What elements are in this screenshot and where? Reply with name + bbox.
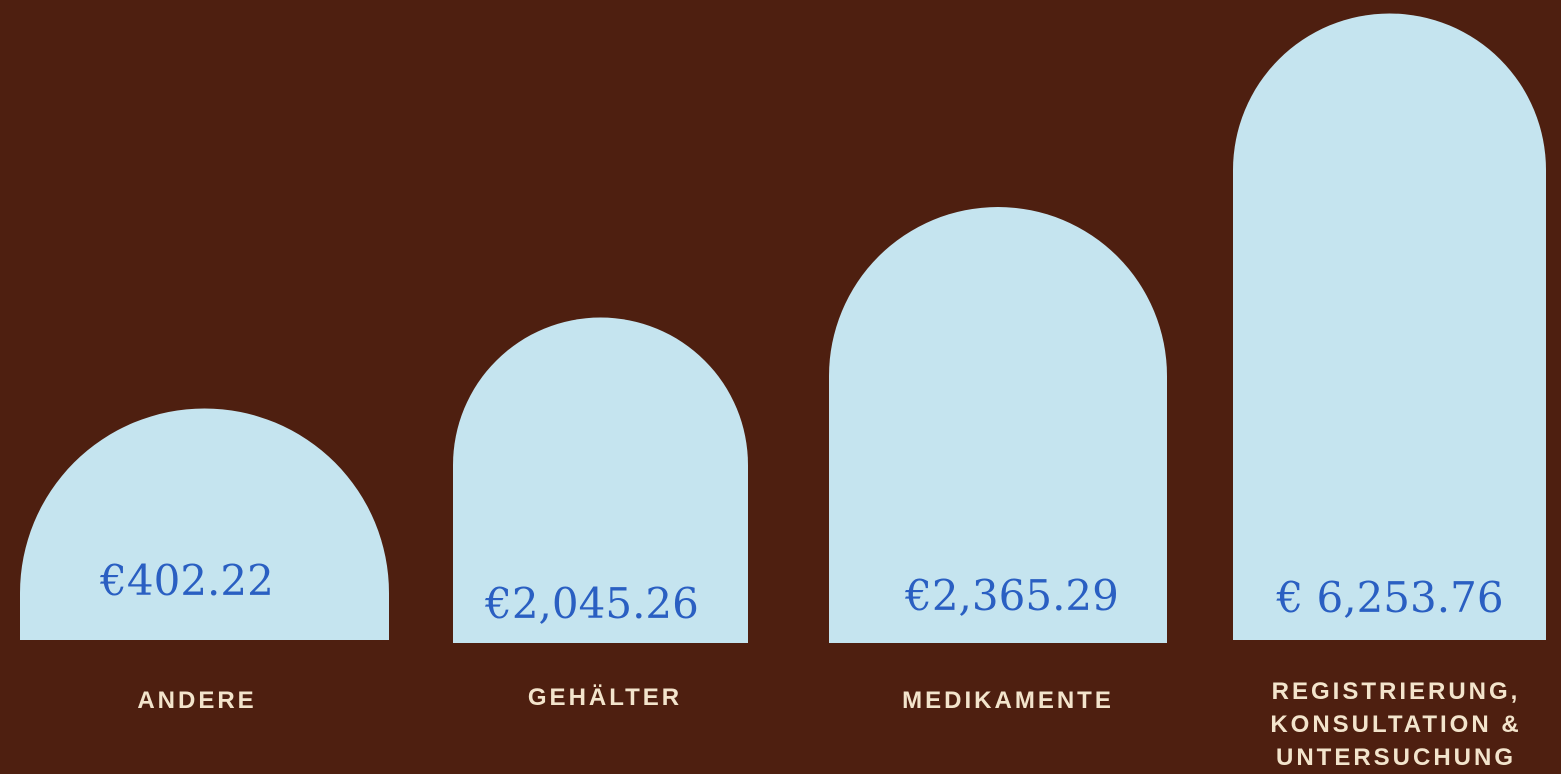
arch bbox=[829, 207, 1167, 643]
arch bbox=[20, 408, 389, 640]
category-label: REGISTRIERUNG, bbox=[1272, 678, 1521, 705]
category-label: UNTERSUCHUNG bbox=[1276, 744, 1516, 771]
category-label: ANDERE bbox=[137, 687, 256, 714]
amount: €402.22 bbox=[99, 556, 274, 605]
amount: € 6,253.76 bbox=[1275, 573, 1503, 622]
arch bbox=[453, 317, 748, 643]
amount: €2,045.26 bbox=[484, 579, 699, 628]
category-label: KONSULTATION & bbox=[1270, 711, 1521, 738]
category-label: MEDIKAMENTE bbox=[902, 687, 1114, 714]
category-label: GEHÄLTER bbox=[528, 684, 682, 711]
amount: €2,365.29 bbox=[904, 571, 1119, 620]
arch bbox=[1233, 13, 1546, 641]
